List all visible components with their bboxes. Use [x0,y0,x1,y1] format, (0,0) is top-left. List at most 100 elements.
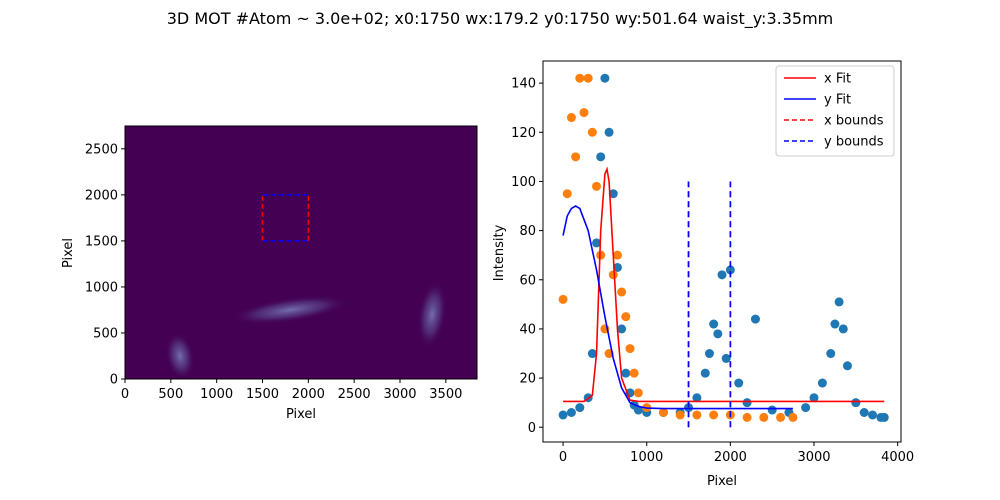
scatter-point [801,403,811,413]
scatter-point [629,368,639,378]
profile-x-tick-label: 2000 [714,450,747,465]
scatter-point [600,73,610,83]
bright-feature [417,280,447,349]
legend-label: x bounds [824,114,884,129]
image-y-tick-label: 1500 [85,234,118,249]
profile-frame [542,60,902,443]
scatter-point [830,319,840,329]
scatter-point [692,410,702,420]
image-x-tick-label: 3500 [429,387,462,402]
profile-y-axis-label: Intensity [492,224,507,281]
image-x-tick-label: 3000 [383,387,416,402]
image-y-tick-label: 1000 [85,280,118,295]
scatter-point [625,344,635,354]
scatter-point [587,127,597,137]
image-x-tick-label: 500 [158,387,183,402]
scatter-point [575,403,585,413]
scatter-point [859,408,869,418]
profile-x-axis-label: Pixel [707,474,737,489]
scatter-point [879,412,889,422]
image-y-tick-label: 2500 [85,142,118,157]
scatter-point [721,353,731,363]
scatter-point [587,349,597,359]
scatter-point [562,189,572,199]
fit-line [563,166,885,403]
profile-x-tick-label: 0 [559,450,567,465]
legend-label: y Fit [824,93,851,108]
scatter-point [725,265,735,275]
legend-box [775,65,895,157]
figure-suptitle: 3D MOT #Atom ~ 3.0e+02; x0:1750 wx:179.2… [167,9,833,29]
scatter-point [838,324,848,334]
scatter-point [759,412,769,422]
scatter-point [617,287,627,297]
scatter-point [558,410,568,420]
scatter-point [776,412,786,422]
image-x-tick-label: 0 [121,387,129,402]
scatter-point [675,410,685,420]
profile-y-tick-label: 80 [519,224,536,239]
scatter-point [742,412,752,422]
profile-y-tick-label: 100 [511,175,536,190]
scatter-point [704,349,714,359]
scatter-point [596,152,606,162]
scatter-point [709,319,719,329]
scatter-series [558,73,798,422]
scatter-point [571,152,581,162]
scatter-point [612,250,622,260]
scatter-point [817,378,827,388]
scatter-point [851,398,861,408]
image-frame [124,125,478,380]
scatter-point [809,393,819,403]
scatter-point [868,410,878,420]
scatter-point [717,270,727,280]
scatter-point [788,412,798,422]
scatter-series [558,73,889,422]
legend-label: x Fit [824,72,851,87]
legend: x Fit y Fit x bounds y bounds [775,65,895,157]
image-panel: 0 500 1000 1500 2000 2500 3000 3500 0 500 1000 150… [61,125,478,422]
scatter-point [826,349,836,359]
profile-y-tick-label: 140 [511,77,536,92]
profile-panel: 0 1000 2000 3000 4000 0 20 40 60 80 100 120 140 Pix… [492,60,914,489]
profile-y-tick-label: 60 [519,273,536,288]
scatter-point [700,368,710,378]
scatter-point [742,398,752,408]
scatter-point [734,378,744,388]
scatter-point [713,329,723,339]
scatter-point [608,270,618,280]
image-y-tick-label: 2000 [85,188,118,203]
bright-feature [165,332,195,379]
profile-x-tick-label: 4000 [881,450,914,465]
image-y-tick-label: 500 [93,326,118,341]
scatter-point [842,361,852,371]
scatter-point [566,113,576,123]
profile-y-tick-label: 20 [519,372,536,387]
profile-y-tick-label: 0 [528,421,536,436]
scatter-point [575,73,585,83]
image-x-tick-label: 2500 [338,387,371,402]
legend-label: y bounds [824,135,884,150]
image-y-tick-label: 0 [110,373,118,388]
scatter-point [612,262,622,272]
scatter-point [579,108,589,118]
scatter-point [633,388,643,398]
scatter-point [658,408,668,418]
image-x-tick-label: 2000 [292,387,325,402]
bright-feature [230,295,350,325]
scatter-point [583,73,593,83]
image-x-tick-label: 1000 [200,387,233,402]
profile-y-tick-label: 40 [519,322,536,337]
scatter-point [592,181,602,191]
scatter-point [558,294,568,304]
scatter-point [621,368,631,378]
profile-y-tick-label: 120 [511,126,536,141]
profile-x-tick-label: 1000 [630,450,663,465]
scatter-point [617,324,627,334]
scatter-point [596,250,606,260]
image-x-axis-label: Pixel [286,407,316,422]
image-y-axis-label: Pixel [61,238,76,268]
scatter-point [834,297,844,307]
scatter-point [566,408,576,418]
